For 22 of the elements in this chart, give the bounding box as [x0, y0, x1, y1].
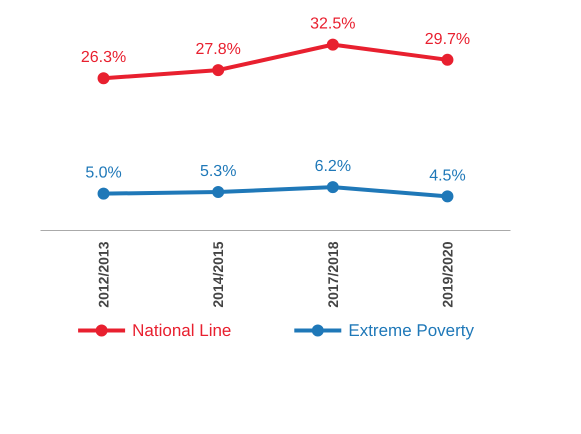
- legend-label: Extreme Poverty: [348, 321, 474, 340]
- data-label: 32.5%: [310, 16, 356, 33]
- point: [98, 72, 110, 84]
- x-tick-label: 2017/2018: [324, 241, 341, 308]
- point: [212, 186, 224, 198]
- data-label: 4.5%: [429, 167, 466, 184]
- x-tick-label: 2019/2020: [439, 241, 456, 308]
- data-label: 27.8%: [196, 41, 241, 58]
- legend-label: National Line: [132, 321, 232, 340]
- x-tick-label: 2014/2015: [210, 241, 226, 308]
- point: [441, 190, 454, 202]
- point: [326, 181, 339, 194]
- point: [98, 188, 110, 200]
- point: [326, 38, 339, 51]
- data-label: 5.3%: [200, 163, 236, 180]
- data-label: 29.7%: [424, 30, 470, 48]
- x-tick-label: 2012/2013: [96, 241, 112, 308]
- point: [212, 64, 224, 76]
- point: [441, 54, 454, 66]
- data-label: 5.0%: [85, 164, 122, 182]
- data-label: 6.2%: [314, 158, 352, 176]
- data-label: 26.3%: [80, 49, 126, 66]
